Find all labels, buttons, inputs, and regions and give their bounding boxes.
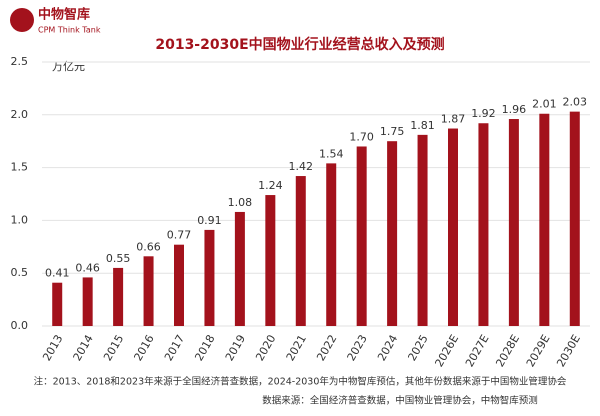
note: 注：2013、2018和2023年来源于全国经济普查数据，2024-2030年为… [34, 376, 567, 388]
y-axis-label: 万亿元 [52, 60, 85, 73]
y-tick-label: 2.5 [11, 55, 29, 68]
value-label: 1.92 [471, 107, 496, 120]
value-label: 1.81 [410, 119, 435, 132]
y-tick-label: 1.5 [11, 161, 29, 174]
value-label: 2.03 [563, 96, 588, 109]
bar [448, 128, 458, 326]
bar [508, 119, 519, 326]
bar [82, 277, 93, 326]
bar [356, 146, 367, 326]
bar [265, 195, 276, 326]
value-label: 1.96 [502, 103, 527, 116]
chart-title: 2013-2030E中国物业行业经营总收入及预测 [155, 36, 444, 53]
bar [569, 111, 580, 326]
value-label: 0.46 [75, 261, 100, 274]
bar [113, 267, 124, 326]
bar [204, 229, 215, 326]
bar [52, 282, 63, 326]
y-tick-label: 1.0 [11, 213, 29, 226]
value-label: 2.01 [532, 98, 557, 111]
bar [295, 176, 306, 326]
source: 数据来源：全国经济普查数据，中国物业管理协会，中物智库预测 [262, 395, 538, 407]
bar [387, 141, 398, 326]
bar [174, 244, 184, 326]
y-tick-label: 2.0 [11, 108, 29, 121]
bar [326, 163, 337, 326]
bar [539, 113, 550, 326]
value-label: 1.08 [228, 196, 253, 209]
bar [417, 134, 428, 326]
bar [478, 123, 489, 326]
bar [234, 211, 245, 326]
value-label: 1.75 [380, 125, 405, 138]
value-label: 1.42 [289, 160, 314, 173]
logo: 中物智库 CPM Think Tank [10, 7, 101, 35]
value-label: 1.87 [441, 113, 466, 126]
value-label: 0.41 [45, 267, 70, 280]
value-label: 0.77 [167, 229, 192, 242]
y-tick-label: 0.0 [11, 319, 29, 332]
brand-name: 中物智库 [38, 7, 90, 23]
value-label: 1.54 [319, 147, 344, 160]
brand-subtitle: CPM Think Tank [38, 26, 101, 35]
value-label: 0.66 [136, 240, 161, 253]
value-label: 1.70 [349, 130, 374, 143]
value-label: 0.55 [106, 252, 131, 265]
value-label: 1.24 [258, 179, 283, 192]
y-tick-label: 0.5 [11, 266, 29, 279]
bar [143, 256, 154, 326]
value-label: 0.91 [197, 214, 222, 227]
logo-icon [10, 8, 34, 32]
